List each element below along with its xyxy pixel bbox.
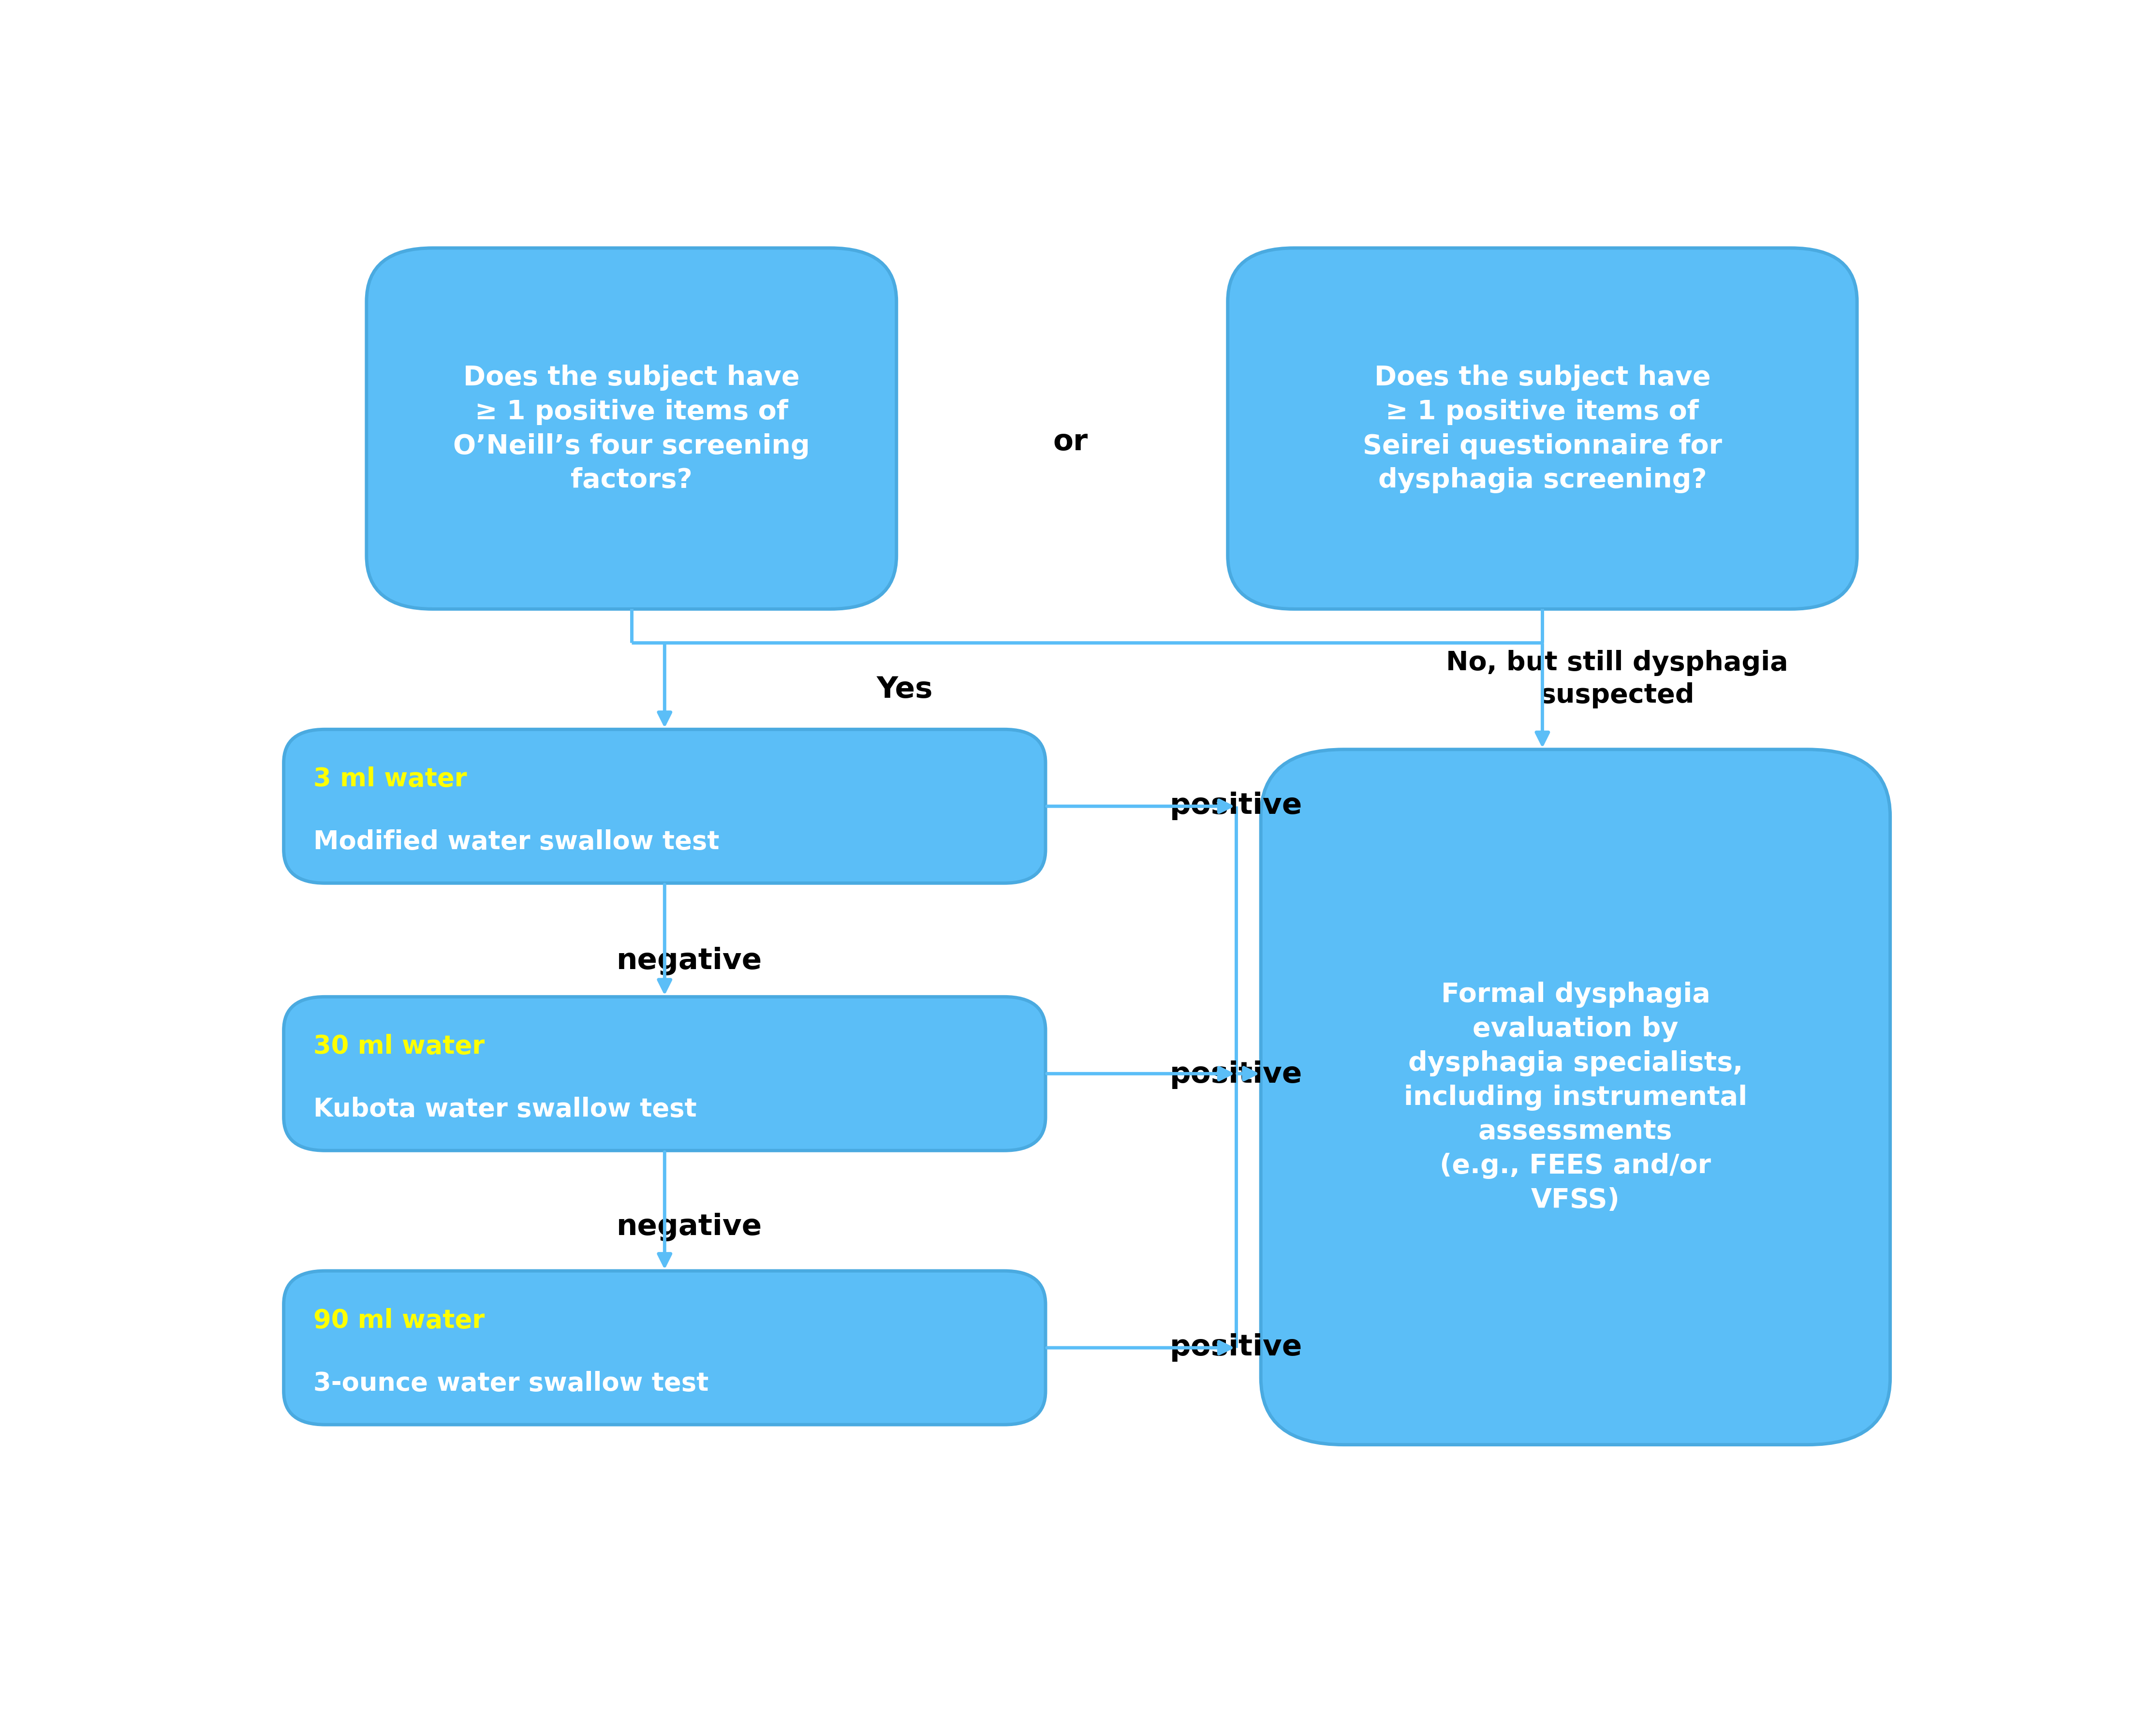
FancyBboxPatch shape bbox=[284, 1271, 1045, 1425]
Text: Does the subject have
≥ 1 positive items of
O’Neill’s four screening
factors?: Does the subject have ≥ 1 positive items… bbox=[453, 365, 810, 493]
Text: 3 ml water: 3 ml water bbox=[314, 766, 468, 792]
FancyBboxPatch shape bbox=[284, 729, 1045, 884]
Text: negative: negative bbox=[618, 1213, 763, 1241]
Text: positive: positive bbox=[1169, 792, 1301, 819]
Text: positive: positive bbox=[1169, 1333, 1301, 1361]
Text: 3-ounce water swallow test: 3-ounce water swallow test bbox=[314, 1371, 709, 1396]
Text: Formal dysphagia
evaluation by
dysphagia specialists,
including instrumental
ass: Formal dysphagia evaluation by dysphagia… bbox=[1404, 981, 1748, 1213]
Text: Kubota water swallow test: Kubota water swallow test bbox=[314, 1097, 697, 1121]
FancyBboxPatch shape bbox=[1261, 750, 1889, 1444]
FancyBboxPatch shape bbox=[1227, 248, 1857, 609]
Text: 90 ml water: 90 ml water bbox=[314, 1307, 485, 1333]
FancyBboxPatch shape bbox=[368, 248, 898, 609]
Text: or: or bbox=[1054, 429, 1088, 457]
Text: positive: positive bbox=[1169, 1061, 1301, 1088]
FancyBboxPatch shape bbox=[284, 996, 1045, 1151]
Text: Modified water swallow test: Modified water swallow test bbox=[314, 830, 720, 854]
Text: Yes: Yes bbox=[876, 675, 934, 703]
Text: Does the subject have
≥ 1 positive items of
Seirei questionnaire for
dysphagia s: Does the subject have ≥ 1 positive items… bbox=[1363, 365, 1722, 493]
Text: 30 ml water: 30 ml water bbox=[314, 1033, 485, 1059]
Text: No, but still dysphagia
suspected: No, but still dysphagia suspected bbox=[1447, 649, 1789, 708]
Text: negative: negative bbox=[618, 946, 763, 976]
